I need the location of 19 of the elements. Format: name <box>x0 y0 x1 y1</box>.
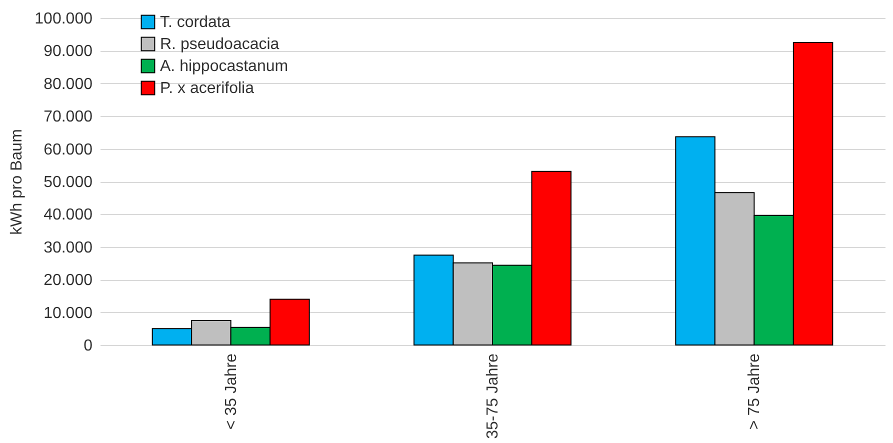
y-tick-label: 100.000 <box>34 10 93 28</box>
y-tick-label: 50.000 <box>44 174 93 191</box>
y-tick-label: 90.000 <box>44 43 93 60</box>
x-tick-label: > 75 Jahre <box>746 353 764 430</box>
y-tick-label: 20.000 <box>44 272 93 290</box>
legend-label: R. pseudoacacia <box>160 36 280 53</box>
legend-label: T. cordata <box>160 14 230 31</box>
y-tick-label: 70.000 <box>44 108 93 126</box>
y-tick-label: 10.000 <box>44 304 93 322</box>
x-tick-label: 35-75 Jahre <box>484 353 502 439</box>
x-tick-label: < 35 Jahre <box>222 353 240 430</box>
y-axis-title: kWh pro Baum <box>8 129 26 235</box>
y-tick-label: 0 <box>84 338 93 354</box>
y-tick-label: 80.000 <box>44 76 93 93</box>
y-tick-label: 30.000 <box>44 239 93 256</box>
legend-label: P. x acerifolia <box>160 80 254 97</box>
legend-label: A. hippocastanum <box>160 58 288 75</box>
y-tick-label: 60.000 <box>44 141 93 158</box>
y-tick-label: 40.000 <box>44 206 93 224</box>
